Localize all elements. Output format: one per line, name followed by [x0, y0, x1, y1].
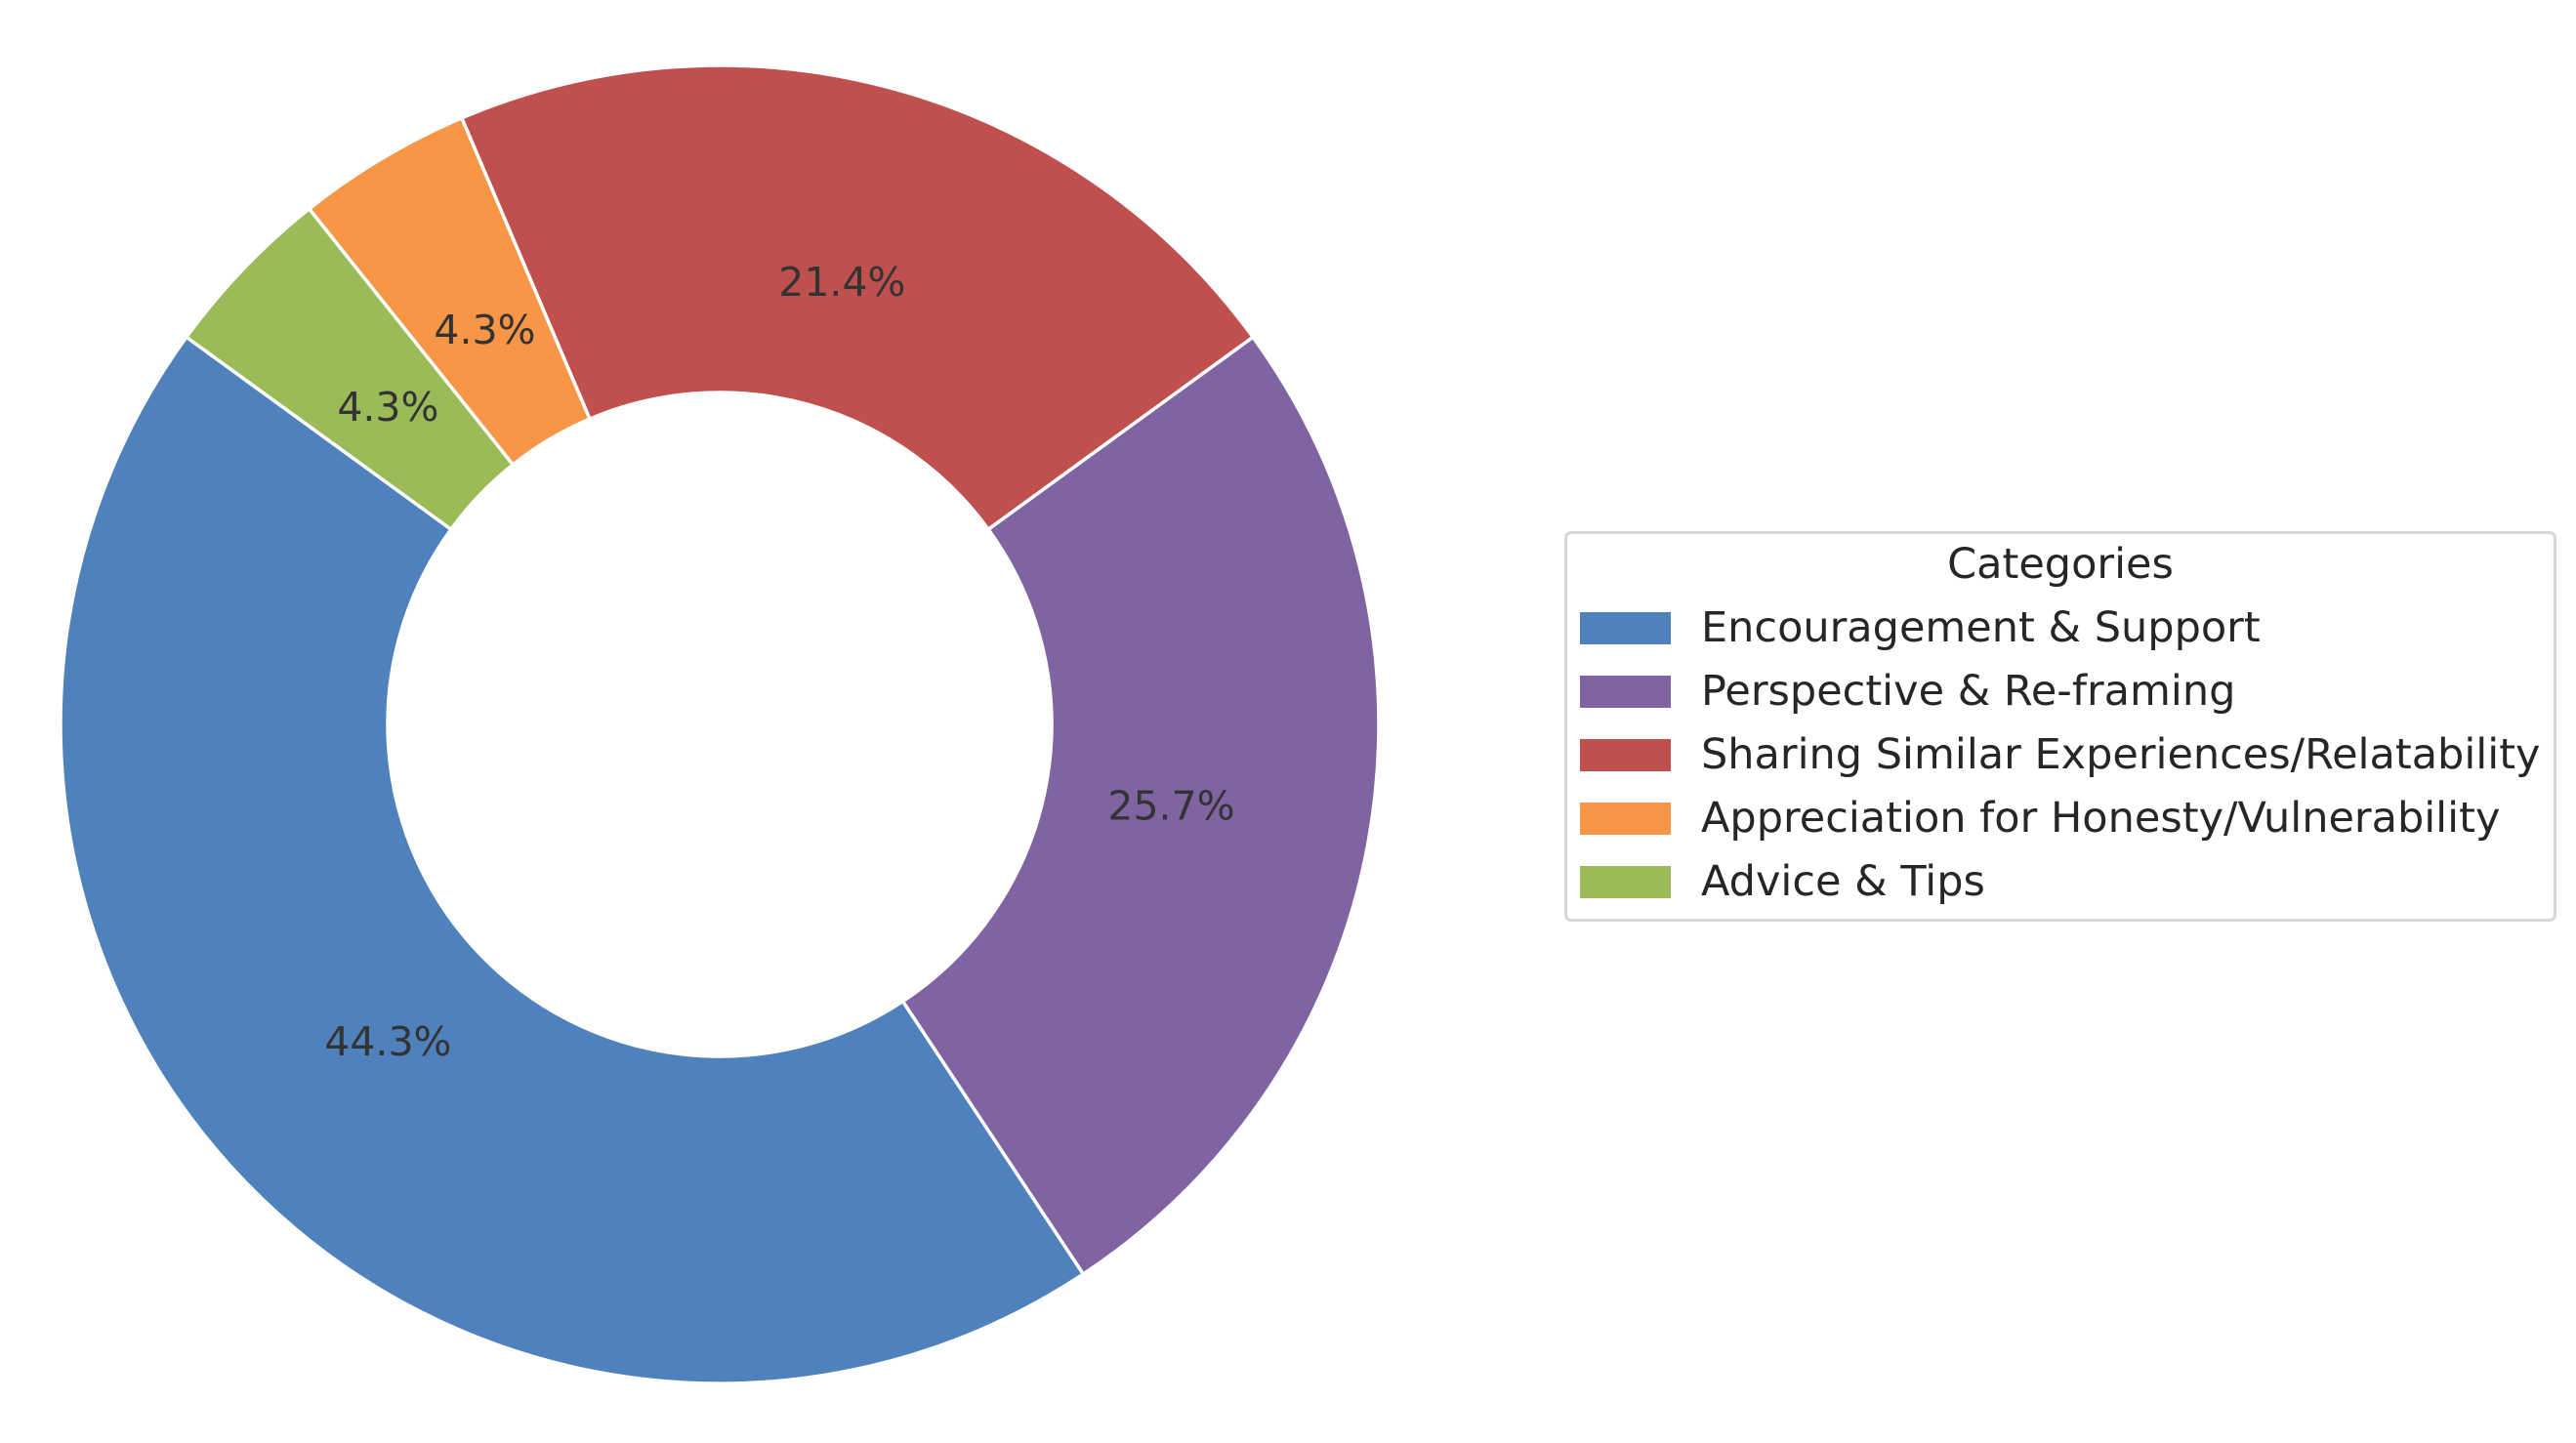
- legend-label: Appreciation for Honesty/Vulnerability: [1701, 794, 2501, 843]
- legend-item: Appreciation for Honesty/Vulnerability: [1564, 788, 2551, 846]
- legend-item: Sharing Similar Experiences/Relatability: [1564, 724, 2551, 783]
- legend-label: Sharing Similar Experiences/Relatability: [1701, 730, 2541, 779]
- legend-swatch: [1580, 739, 1671, 771]
- pct-label-4: 4.3%: [337, 384, 438, 431]
- legend-item: Advice & Tips: [1564, 851, 2551, 910]
- legend-label: Perspective & Re-framing: [1701, 667, 2236, 716]
- legend: Categories: [1564, 531, 2556, 922]
- slice-0: [59, 335, 1086, 1385]
- slice-2: [460, 63, 1255, 531]
- legend-swatch: [1580, 676, 1671, 708]
- percentage-labels: 44.3% 25.7% 21.4% 4.3% 4.3%: [324, 259, 1234, 1065]
- legend-swatch: [1580, 866, 1671, 898]
- legend-label: Encouragement & Support: [1701, 603, 2261, 652]
- legend-swatch: [1580, 612, 1671, 644]
- pct-label-0: 44.3%: [324, 1018, 451, 1065]
- donut-slices: [59, 63, 1381, 1385]
- legend-label: Advice & Tips: [1701, 857, 1985, 906]
- pct-label-2: 21.4%: [778, 259, 905, 306]
- legend-item: Encouragement & Support: [1564, 598, 2551, 656]
- slice-1: [900, 335, 1381, 1276]
- legend-title: Categories: [1947, 540, 2174, 589]
- slice-4: [185, 207, 516, 531]
- pct-label-3: 4.3%: [434, 307, 535, 353]
- pct-label-1: 25.7%: [1107, 783, 1234, 830]
- legend-item: Perspective & Re-framing: [1564, 661, 2551, 720]
- legend-swatch: [1580, 803, 1671, 835]
